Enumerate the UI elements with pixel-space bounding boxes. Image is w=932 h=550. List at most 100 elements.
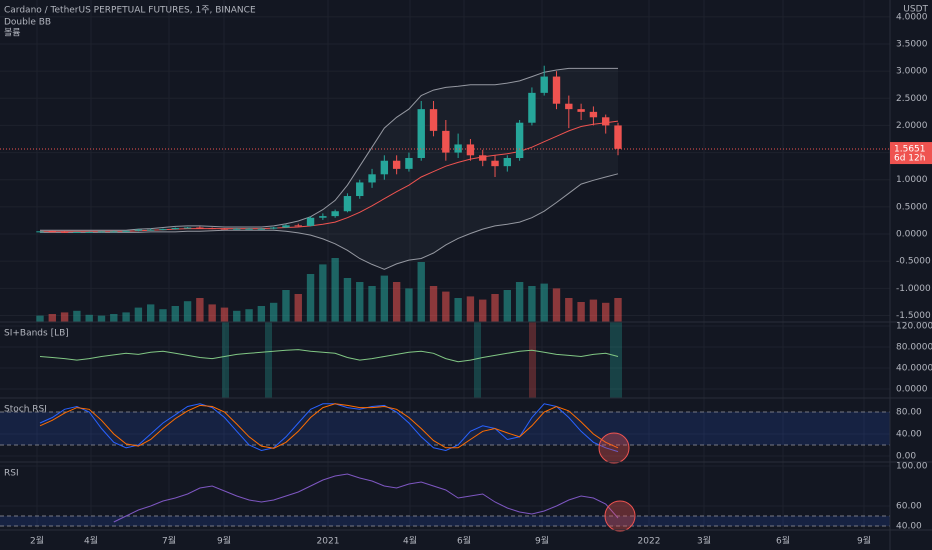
- candle-body: [331, 211, 339, 217]
- indicator-label: 볼륨: [4, 28, 21, 39]
- candle-body: [36, 231, 44, 233]
- candle-body: [73, 231, 81, 233]
- y-tick-label: 60.00: [896, 502, 922, 512]
- signal-bar: [474, 322, 481, 398]
- volume-bar: [36, 315, 44, 322]
- volume-bar: [233, 310, 241, 322]
- indicator-line: [40, 67, 618, 231]
- y-tick-label: 0.0000: [896, 385, 928, 395]
- candle-body: [368, 174, 376, 183]
- candle-body: [208, 228, 216, 230]
- candle-body: [392, 160, 401, 169]
- y-tick-label: 0.00: [896, 452, 916, 462]
- volume-bar: [503, 290, 512, 322]
- volume-bar: [466, 296, 475, 322]
- candle-body: [294, 225, 302, 227]
- signal-bar: [610, 322, 622, 398]
- time-tick-label: 4월: [84, 535, 98, 547]
- volume-bar: [48, 314, 56, 322]
- time-tick-label: 6월: [776, 535, 790, 547]
- candle-body: [122, 230, 130, 232]
- candle-body: [540, 76, 548, 93]
- volume-bar: [589, 299, 598, 322]
- candle-body: [110, 231, 118, 233]
- volume-bar: [306, 274, 315, 322]
- candle-body: [602, 117, 610, 126]
- candle-body: [196, 227, 204, 229]
- indicator-label: Double BB: [4, 18, 51, 28]
- candle-body: [233, 228, 241, 230]
- volume-bar: [356, 282, 364, 322]
- volume-bar: [294, 294, 302, 322]
- volume-bar: [85, 314, 93, 322]
- volume-bar: [479, 299, 487, 322]
- signal-bar: [529, 322, 536, 398]
- volume-bar: [134, 307, 143, 322]
- volume-bar: [565, 298, 573, 322]
- candle-body: [614, 125, 622, 149]
- volume-bar: [220, 307, 229, 322]
- volume-bar: [171, 306, 179, 322]
- y-tick-label: -0.5000: [896, 257, 931, 267]
- candle-body: [220, 228, 229, 230]
- volume-bar: [380, 275, 389, 322]
- volume-bar: [331, 258, 339, 322]
- candle-body: [491, 160, 499, 167]
- time-tick-label: 2022: [638, 537, 661, 547]
- y-tick-label: 2.0000: [896, 121, 928, 131]
- volume-bar: [183, 301, 192, 322]
- currency-label: USDT: [903, 5, 928, 15]
- candle-body: [257, 228, 266, 230]
- volume-bar: [343, 278, 352, 322]
- time-tick-label: 2021: [317, 537, 340, 547]
- volume-bar: [602, 302, 610, 322]
- candle-body: [515, 122, 524, 159]
- y-tick-label: 1.0000: [896, 175, 928, 185]
- candle-body: [146, 229, 155, 231]
- symbol-title: Cardano / TetherUS PERPETUAL FUTURES, 1주…: [4, 5, 256, 16]
- candle-body: [454, 144, 462, 153]
- volume-bar: [159, 309, 167, 322]
- y-tick-label: 40.00: [896, 430, 922, 440]
- volume-bar: [405, 288, 413, 322]
- volume-bar: [269, 302, 278, 322]
- candle-body: [183, 227, 192, 229]
- y-tick-label: -1.5000: [896, 311, 931, 321]
- indicator-line: [40, 173, 619, 270]
- volume-bar: [392, 282, 401, 322]
- volume-bar: [282, 290, 290, 322]
- pane-title: RSI: [4, 469, 19, 479]
- band-fill: [0, 412, 890, 446]
- indicator-line: [39, 349, 619, 363]
- volume-bar: [73, 310, 81, 322]
- y-tick-label: 120.0000: [896, 321, 932, 331]
- volume-bar: [208, 304, 216, 322]
- volume-bar: [196, 298, 204, 322]
- candle-body: [245, 228, 253, 230]
- volume-bar: [540, 283, 548, 322]
- y-tick-label: 40.0000: [896, 364, 932, 374]
- volume-bar: [614, 298, 622, 322]
- candle-body: [171, 228, 179, 230]
- pane-title: Stoch RSI: [4, 405, 47, 415]
- volume-bar: [319, 264, 327, 322]
- volume-bar: [368, 286, 376, 322]
- volume-bar: [577, 302, 585, 322]
- candle-body: [159, 229, 167, 231]
- highlight-circle: [604, 500, 636, 532]
- indicator-line: [39, 403, 619, 449]
- candle-body: [356, 182, 364, 197]
- volume-bar: [491, 294, 499, 322]
- y-tick-label: -1.0000: [896, 284, 931, 294]
- y-tick-label: 3.0000: [896, 67, 928, 77]
- candle-body: [429, 109, 438, 131]
- time-tick-label: 9월: [857, 535, 871, 547]
- volume-bar: [122, 312, 130, 322]
- time-tick-label: 4월: [403, 535, 417, 547]
- candle-body: [319, 216, 327, 218]
- time-tick-label: 3월: [697, 535, 711, 547]
- candle-body: [306, 217, 315, 226]
- volume-bar: [146, 304, 155, 322]
